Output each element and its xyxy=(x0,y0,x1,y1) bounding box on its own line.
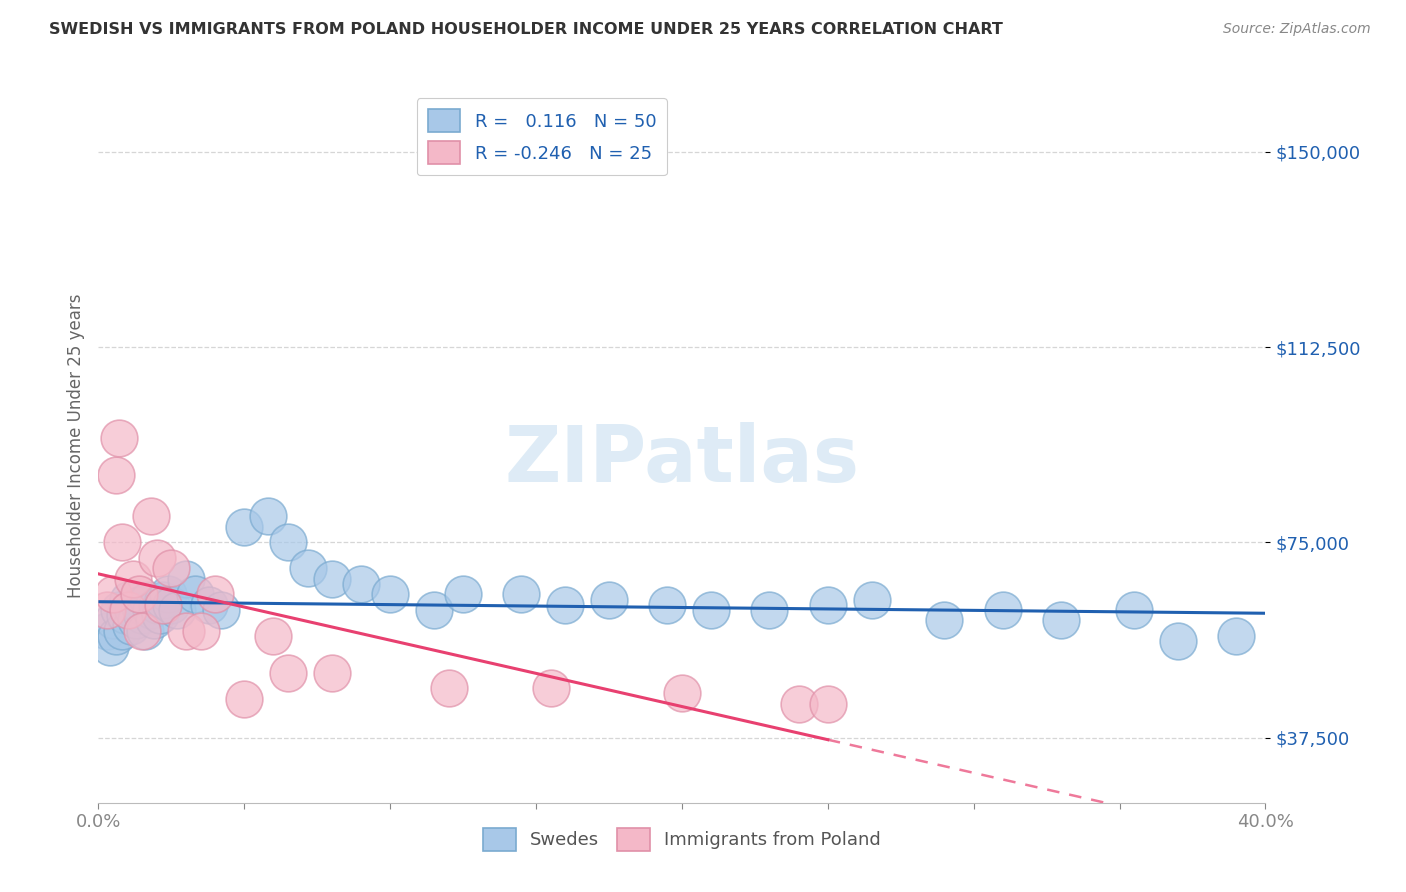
Point xyxy=(146,598,169,612)
Point xyxy=(204,587,226,601)
Point xyxy=(233,520,256,534)
Point xyxy=(96,624,118,638)
Point xyxy=(321,572,343,586)
Point xyxy=(152,598,174,612)
Point xyxy=(111,535,134,549)
Point xyxy=(262,629,284,643)
Point xyxy=(166,603,188,617)
Point xyxy=(297,561,319,575)
Point xyxy=(1050,614,1073,628)
Point xyxy=(817,598,839,612)
Point xyxy=(700,603,723,617)
Text: ZIPatlas: ZIPatlas xyxy=(505,422,859,499)
Point xyxy=(114,608,136,623)
Point xyxy=(598,592,620,607)
Point xyxy=(657,598,679,612)
Point xyxy=(146,551,169,566)
Point xyxy=(437,681,460,696)
Point xyxy=(104,467,127,482)
Point xyxy=(540,681,562,696)
Point xyxy=(101,614,124,628)
Point xyxy=(233,691,256,706)
Point xyxy=(183,587,205,601)
Y-axis label: Householder Income Under 25 years: Householder Income Under 25 years xyxy=(66,293,84,599)
Point xyxy=(991,603,1014,617)
Point xyxy=(108,431,131,445)
Point xyxy=(117,603,139,617)
Point xyxy=(174,624,197,638)
Point xyxy=(860,592,883,607)
Point xyxy=(190,624,212,638)
Point xyxy=(174,572,197,586)
Point xyxy=(152,592,174,607)
Point xyxy=(128,598,150,612)
Point xyxy=(111,624,134,638)
Point xyxy=(787,697,810,711)
Point xyxy=(256,509,278,524)
Point xyxy=(554,598,576,612)
Point xyxy=(134,624,156,638)
Point xyxy=(98,640,121,654)
Text: SWEDISH VS IMMIGRANTS FROM POLAND HOUSEHOLDER INCOME UNDER 25 YEARS CORRELATION : SWEDISH VS IMMIGRANTS FROM POLAND HOUSEH… xyxy=(49,22,1002,37)
Point xyxy=(96,603,118,617)
Legend: Swedes, Immigrants from Poland: Swedes, Immigrants from Poland xyxy=(475,821,889,858)
Point xyxy=(451,587,474,601)
Point xyxy=(122,603,145,617)
Point xyxy=(142,614,165,628)
Point xyxy=(139,603,162,617)
Point xyxy=(1225,629,1247,643)
Point xyxy=(125,614,148,628)
Point xyxy=(380,587,402,601)
Point xyxy=(136,592,159,607)
Point xyxy=(198,598,221,612)
Point xyxy=(122,572,145,586)
Point xyxy=(117,592,139,607)
Point xyxy=(1123,603,1146,617)
Point xyxy=(104,629,127,643)
Point xyxy=(160,598,183,612)
Point xyxy=(817,697,839,711)
Point xyxy=(209,603,232,617)
Point xyxy=(1167,634,1189,648)
Point xyxy=(139,509,162,524)
Point xyxy=(277,665,299,680)
Point xyxy=(101,587,124,601)
Point xyxy=(350,577,373,591)
Point xyxy=(131,608,153,623)
Point xyxy=(423,603,446,617)
Point xyxy=(149,608,172,623)
Point xyxy=(277,535,299,549)
Point xyxy=(671,686,693,700)
Point xyxy=(321,665,343,680)
Point xyxy=(128,587,150,601)
Point xyxy=(131,624,153,638)
Text: Source: ZipAtlas.com: Source: ZipAtlas.com xyxy=(1223,22,1371,37)
Point xyxy=(120,618,142,632)
Point xyxy=(157,587,180,601)
Point xyxy=(160,561,183,575)
Point xyxy=(510,587,533,601)
Point xyxy=(108,603,131,617)
Point xyxy=(758,603,780,617)
Point xyxy=(934,614,956,628)
